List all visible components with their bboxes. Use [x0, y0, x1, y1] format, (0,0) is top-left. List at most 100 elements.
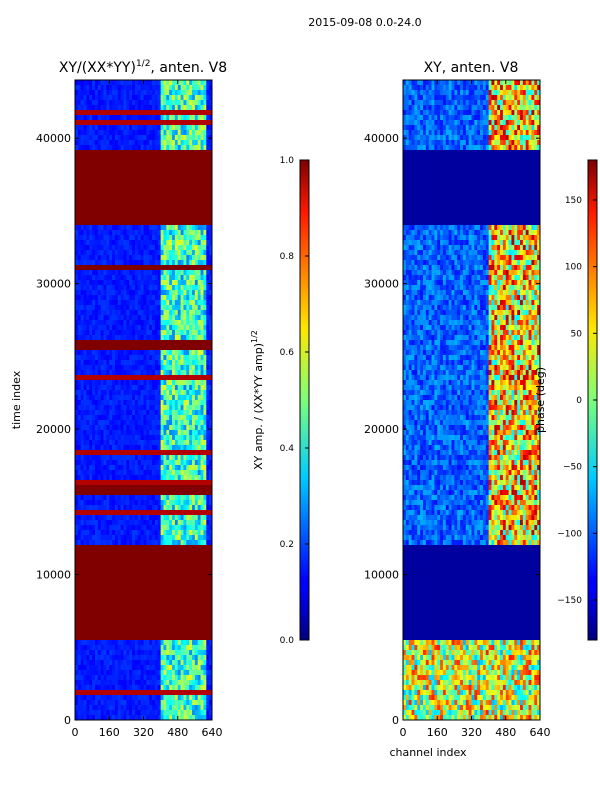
heatmap-cell — [77, 290, 82, 296]
heatmap-cell — [209, 240, 212, 246]
heatmap-cell — [114, 415, 119, 421]
heatmap-cell — [100, 525, 104, 531]
heatmap-cell — [209, 315, 212, 321]
heatmap-cell — [166, 450, 170, 456]
heatmap-cell — [157, 260, 162, 266]
heatmap-cell — [192, 255, 196, 261]
heatmap-cell — [163, 275, 167, 281]
heatmap-cell — [117, 455, 122, 461]
heatmap-cell — [197, 410, 201, 416]
heatmap-cell — [172, 115, 176, 121]
heatmap-cell — [112, 280, 116, 286]
heatmap-cell — [146, 200, 150, 206]
heatmap-cell — [166, 160, 170, 166]
heatmap-cell — [154, 565, 159, 571]
heatmap-cell — [140, 490, 144, 496]
heatmap-cell — [137, 520, 142, 526]
heatmap-cell — [172, 95, 176, 101]
heatmap-cell — [157, 160, 162, 166]
heatmap-cell — [169, 220, 173, 226]
heatmap-cell — [112, 515, 116, 521]
heatmap-cell — [200, 585, 204, 591]
heatmap-cell — [154, 305, 159, 311]
heatmap-cell — [89, 495, 93, 501]
heatmap-cell — [106, 520, 110, 526]
heatmap-cell — [120, 485, 124, 491]
heatmap-cell — [143, 520, 147, 526]
heatmap-cell — [143, 485, 147, 491]
heatmap-cell — [200, 305, 204, 311]
heatmap-cell — [152, 440, 156, 446]
heatmap-cell — [206, 550, 210, 556]
heatmap-cell — [94, 380, 99, 386]
heatmap-cell — [143, 255, 147, 261]
heatmap-cell — [123, 90, 127, 96]
heatmap-cell — [86, 555, 90, 561]
heatmap-cell — [203, 570, 207, 576]
heatmap-cell — [80, 335, 84, 341]
heatmap-cell — [103, 480, 107, 486]
heatmap-cell — [140, 200, 144, 206]
heatmap-cell — [129, 465, 133, 471]
heatmap-cell — [103, 330, 107, 336]
heatmap-cell — [206, 185, 210, 191]
heatmap-cell — [80, 355, 84, 361]
heatmap-cell — [134, 470, 139, 476]
heatmap-cell — [163, 125, 167, 131]
heatmap-cell — [92, 450, 96, 456]
heatmap-cell — [174, 585, 179, 591]
heatmap-cell — [143, 490, 147, 496]
heatmap-cell — [157, 140, 162, 146]
heatmap-cell — [149, 265, 153, 271]
heatmap-cell — [192, 300, 196, 306]
heatmap-cell — [177, 495, 181, 501]
heatmap-cell — [194, 405, 199, 411]
heatmap-cell — [200, 545, 204, 551]
heatmap-cell — [94, 565, 99, 571]
heatmap-cell — [94, 400, 99, 406]
heatmap-cell — [154, 285, 159, 291]
heatmap-cell — [137, 160, 142, 166]
heatmap-cell — [106, 575, 110, 581]
heatmap-cell — [149, 350, 153, 356]
heatmap-cell — [166, 500, 170, 506]
heatmap-cell — [117, 220, 122, 226]
heatmap-cell — [89, 345, 93, 351]
heatmap-cell — [172, 295, 176, 301]
heatmap-cell — [169, 400, 173, 406]
heatmap-cell — [100, 270, 104, 276]
heatmap-cell — [186, 210, 190, 216]
heatmap-cell — [123, 205, 127, 211]
heatmap-cell — [152, 190, 156, 196]
heatmap-cell — [192, 555, 196, 561]
heatmap-cell — [120, 365, 124, 371]
heatmap-cell — [137, 535, 142, 541]
heatmap-cell — [209, 290, 212, 296]
heatmap-cell — [143, 320, 147, 326]
heatmap-cell — [94, 475, 99, 481]
heatmap-cell — [120, 330, 124, 336]
heatmap-cell — [143, 85, 147, 91]
heatmap-cell — [94, 150, 99, 156]
heatmap-cell — [149, 590, 153, 596]
heatmap-cell — [163, 375, 167, 381]
heatmap-cell — [100, 330, 104, 336]
heatmap-cell — [97, 115, 102, 121]
heatmap-cell — [186, 175, 190, 181]
heatmap-cell — [200, 540, 204, 546]
heatmap-cell — [92, 410, 96, 416]
heatmap-cell — [197, 355, 201, 361]
heatmap-cell — [83, 400, 87, 406]
heatmap-cell — [86, 585, 90, 591]
heatmap-cell — [83, 515, 87, 521]
heatmap-cell — [129, 535, 133, 541]
heatmap-cell — [183, 425, 187, 431]
heatmap-cell — [163, 540, 167, 546]
heatmap-cell — [83, 325, 87, 331]
heatmap-cell — [134, 85, 139, 91]
heatmap-cell — [174, 575, 179, 581]
heatmap-cell — [189, 345, 193, 351]
heatmap-cell — [114, 390, 119, 396]
heatmap-cell — [183, 590, 187, 596]
heatmap-cell — [192, 445, 196, 451]
